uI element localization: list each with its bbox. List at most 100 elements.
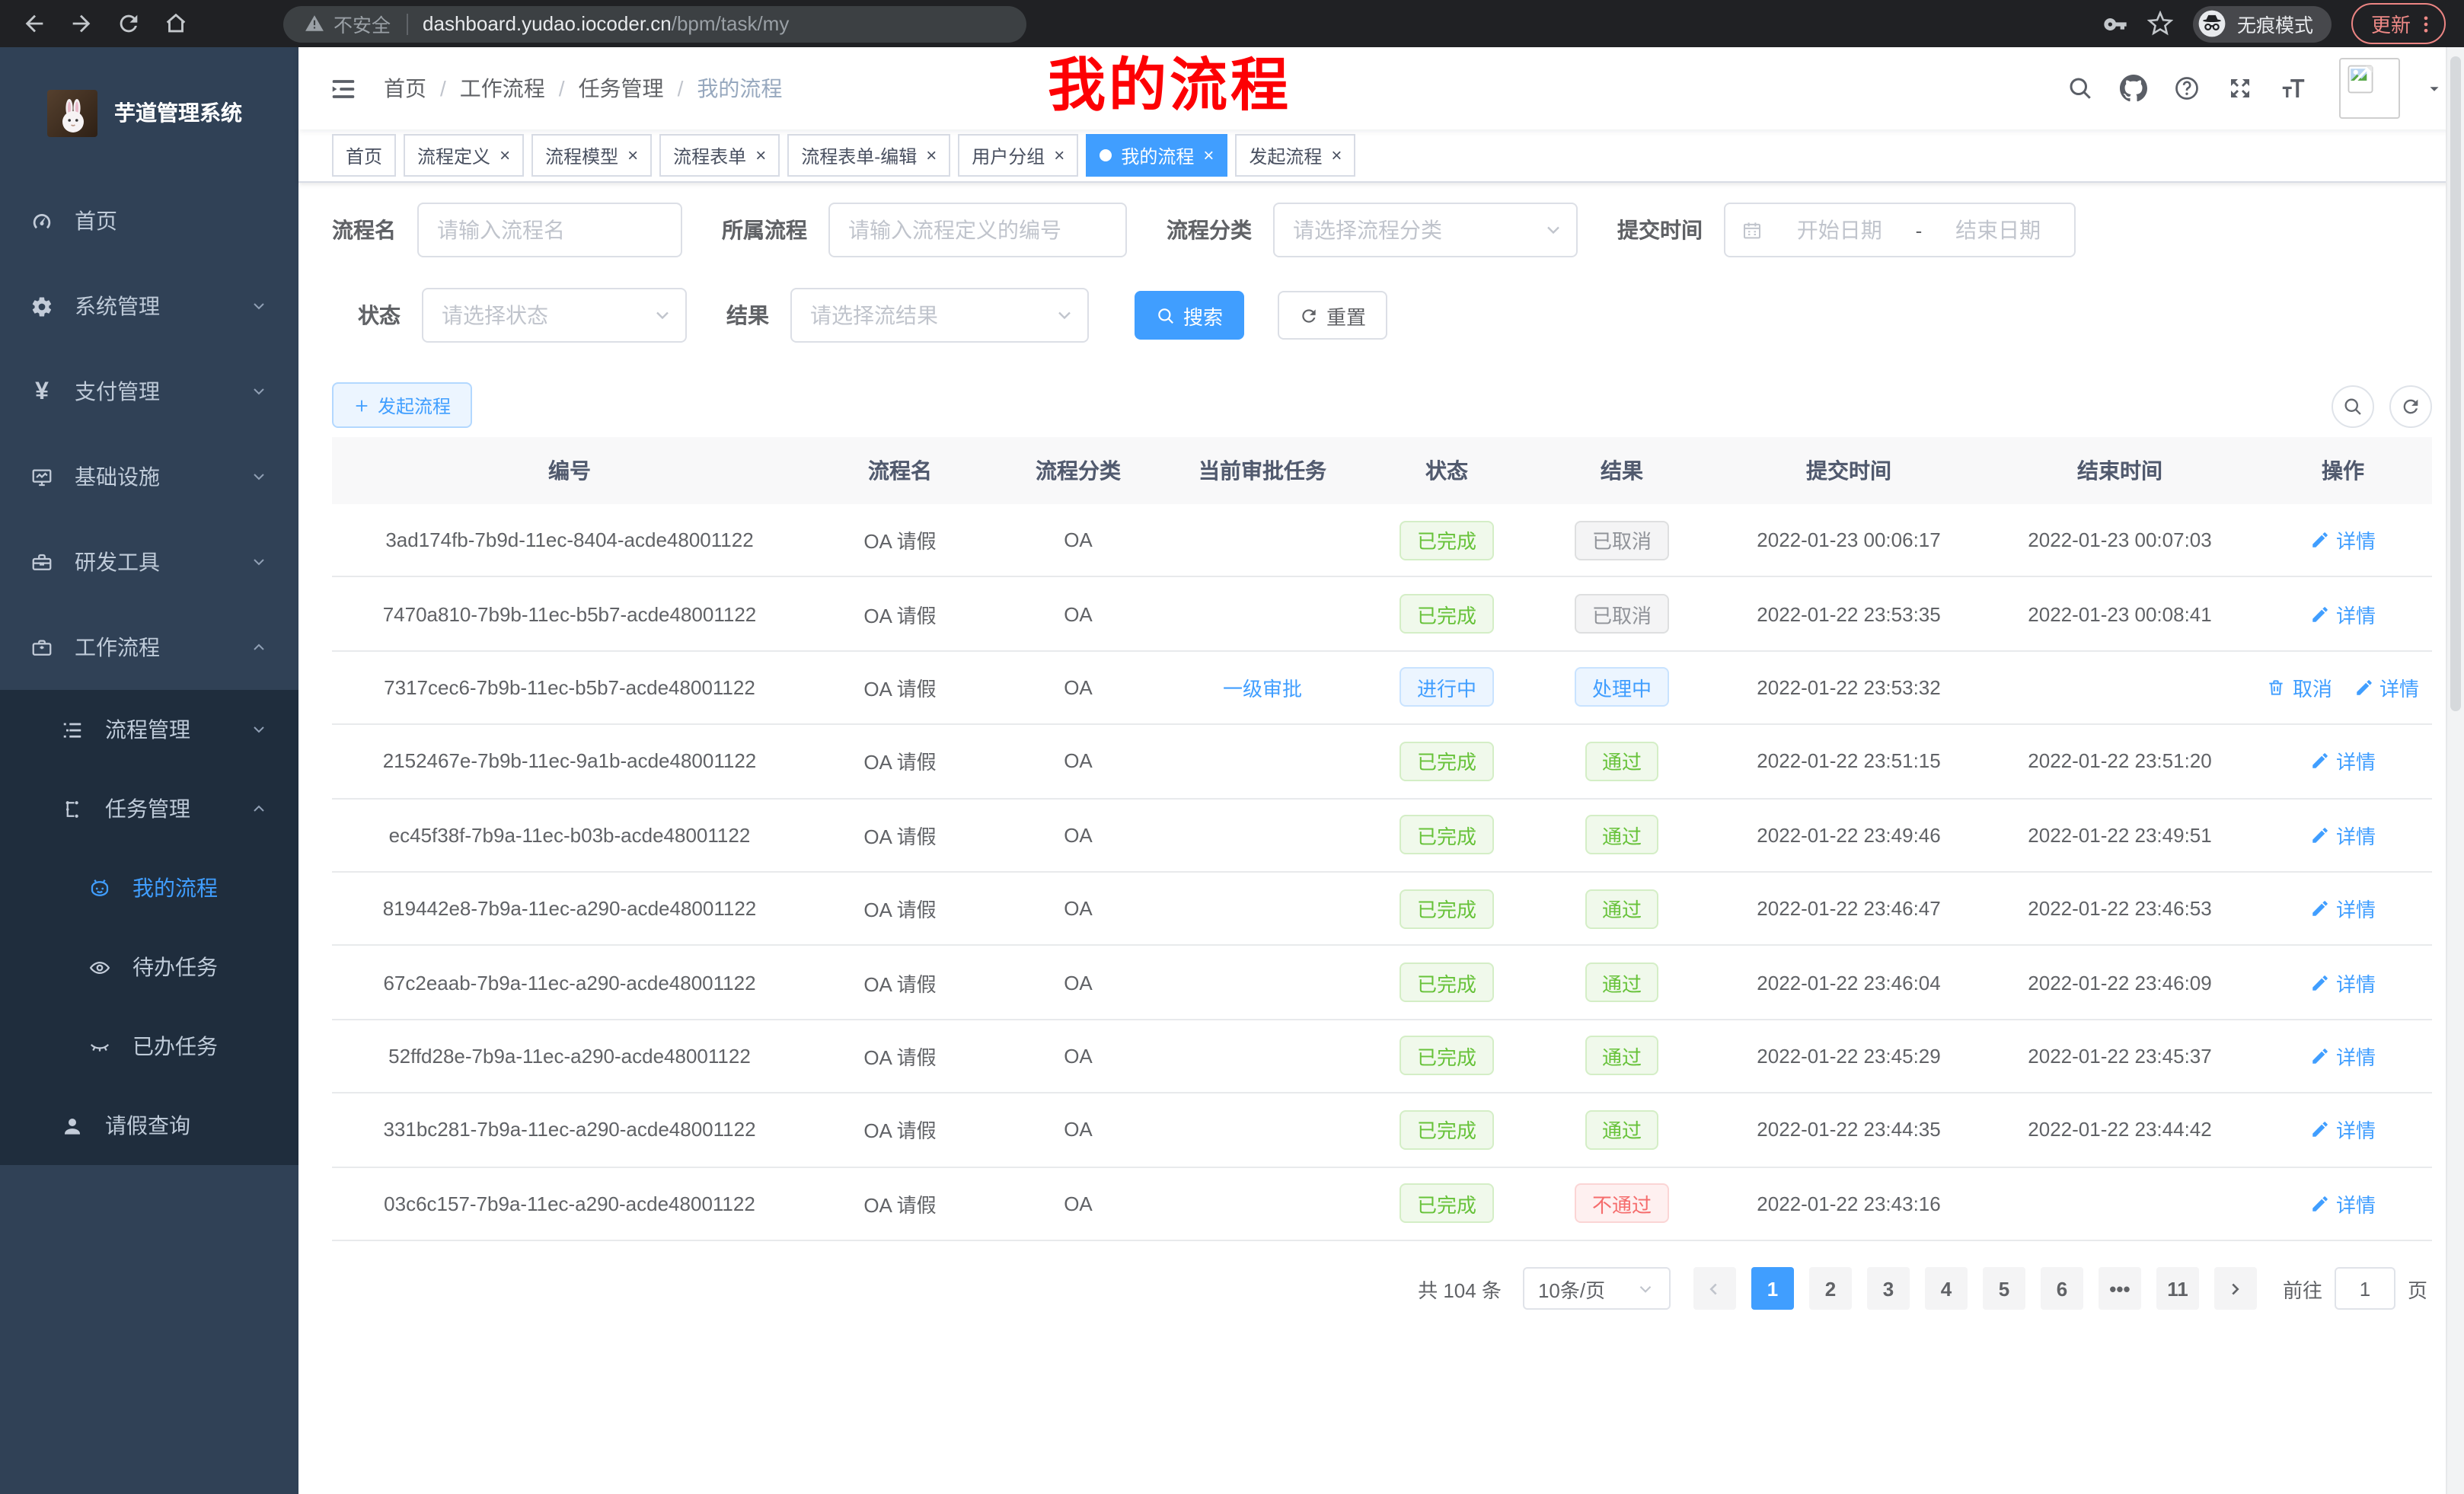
page-size-select[interactable]: 10条/页 [1522, 1267, 1671, 1310]
toggle-search-button[interactable] [2332, 385, 2374, 428]
question-icon[interactable] [2173, 75, 2201, 102]
sidebar-item-system[interactable]: 系统管理 [0, 263, 298, 349]
detail-action-button[interactable]: 详情 [2310, 1042, 2376, 1071]
task-link[interactable]: 一级审批 [1222, 677, 1302, 701]
sidebar-item-infrastructure[interactable]: 基础设施 [0, 434, 298, 519]
github-icon[interactable] [2120, 75, 2147, 102]
detail-action-button[interactable]: 详情 [2310, 525, 2376, 554]
caret-down-icon[interactable] [2426, 80, 2443, 97]
sidebar-item-done-tasks[interactable]: 已办任务 [0, 1007, 298, 1086]
detail-action-button[interactable]: 详情 [2310, 599, 2376, 628]
breadcrumb-workflow[interactable]: 工作流程 [459, 76, 545, 101]
forward-icon[interactable] [69, 11, 94, 37]
sidebar-item-workflow[interactable]: 工作流程 [0, 605, 298, 690]
font-size-icon[interactable] [2280, 75, 2307, 102]
yen-icon: ¥ [35, 378, 49, 404]
search-button[interactable]: 搜索 [1135, 291, 1245, 340]
page-button-3[interactable]: 3 [1866, 1267, 1910, 1310]
tab-start-process[interactable]: 发起流程 × [1235, 134, 1356, 177]
process-name-input[interactable] [419, 218, 681, 242]
tab-process-form[interactable]: 流程表单 × [659, 134, 780, 177]
close-icon[interactable]: × [627, 145, 639, 166]
back-icon[interactable] [21, 11, 47, 37]
close-icon[interactable]: × [926, 145, 937, 166]
cell-end-time: 2022-01-22 23:46:53 [2028, 897, 2212, 921]
tab-my-process[interactable]: 我的流程 × [1086, 134, 1228, 177]
window-scrollbar[interactable] [2446, 47, 2464, 1494]
page-button-6[interactable]: 6 [2040, 1267, 2083, 1310]
tab-user-group[interactable]: 用户分组 × [958, 134, 1079, 177]
status-select-input[interactable] [423, 303, 685, 327]
sidebar-item-payment[interactable]: ¥ 支付管理 [0, 349, 298, 434]
parent-process-input[interactable] [830, 218, 1125, 242]
reload-icon[interactable] [116, 11, 142, 37]
robot-icon [88, 876, 111, 899]
address-bar[interactable]: 不安全 dashboard.yudao.iocoder.cn/bpm/task/… [283, 5, 1026, 42]
sidebar-item-devtools[interactable]: 研发工具 [0, 519, 298, 605]
prev-page-button[interactable] [1693, 1267, 1736, 1310]
search-icon[interactable] [2067, 75, 2094, 102]
close-icon[interactable]: × [500, 145, 511, 166]
sidebar-item-my-process[interactable]: 我的流程 [0, 848, 298, 927]
close-icon[interactable]: × [1331, 145, 1342, 166]
result-select-input[interactable] [792, 303, 1087, 327]
cancel-action-button[interactable]: 取消 [2267, 673, 2332, 702]
app-logo[interactable]: 芋道管理系统 [0, 47, 298, 178]
key-icon[interactable] [2103, 11, 2127, 36]
status-select[interactable] [422, 288, 687, 343]
tab-process-definition[interactable]: 流程定义 × [404, 134, 525, 177]
detail-action-button[interactable]: 详情 [2310, 747, 2376, 776]
sidebar-item-home[interactable]: 首页 [0, 178, 298, 263]
page-button-2[interactable]: 2 [1808, 1267, 1852, 1310]
category-select-input[interactable] [1275, 218, 1576, 242]
tab-process-model[interactable]: 流程模型 × [531, 134, 653, 177]
refresh-table-button[interactable] [2389, 385, 2432, 428]
detail-action-button[interactable]: 详情 [2310, 1116, 2376, 1144]
detail-action-button[interactable]: 详情 [2310, 894, 2376, 923]
star-icon[interactable] [2146, 11, 2173, 37]
navbar-right [2067, 58, 2464, 119]
detail-action-button[interactable]: 详情 [2310, 1189, 2376, 1218]
tab-process-form-edit[interactable]: 流程表单-编辑 × [787, 134, 951, 177]
sidebar-item-process-mgmt[interactable]: 流程管理 [0, 690, 298, 769]
page-ellipsis[interactable]: ••• [2098, 1267, 2141, 1310]
tab-label: 我的流程 [1121, 145, 1195, 167]
breadcrumb-task-mgmt[interactable]: 任务管理 [578, 76, 664, 101]
process-table: 编号 流程名 流程分类 当前审批任务 状态 结果 提交时间 结束时间 操作 3ad174fb-7… [332, 437, 2432, 1241]
page-button-4[interactable]: 4 [1924, 1267, 1968, 1310]
warning-icon[interactable] [305, 14, 324, 34]
goto-page-input[interactable] [2334, 1267, 2395, 1310]
category-select[interactable] [1273, 203, 1578, 257]
detail-action-button[interactable]: 详情 [2354, 673, 2419, 702]
next-page-button[interactable] [2213, 1267, 2257, 1310]
hamburger-icon[interactable] [329, 74, 358, 103]
scrollbar-thumb[interactable] [2450, 56, 2461, 711]
page-button-5[interactable]: 5 [1982, 1267, 2025, 1310]
chevron-down-icon [652, 305, 673, 326]
result-select[interactable] [790, 288, 1089, 343]
close-icon[interactable]: × [755, 145, 767, 166]
end-date-input[interactable] [1922, 218, 2074, 242]
page-button-1[interactable]: 1 [1751, 1267, 1794, 1310]
close-icon[interactable]: × [1054, 145, 1065, 166]
detail-action-button[interactable]: 详情 [2310, 968, 2376, 997]
submit-time-range[interactable]: - [1724, 203, 2076, 257]
cell-status: 进行中 [1361, 667, 1532, 707]
breadcrumb-home[interactable]: 首页 [384, 76, 426, 101]
avatar[interactable] [2339, 58, 2400, 119]
fullscreen-icon[interactable] [2226, 75, 2254, 102]
reset-button[interactable]: 重置 [1278, 291, 1388, 340]
close-icon[interactable]: × [1203, 145, 1214, 166]
detail-action-button[interactable]: 详情 [2310, 821, 2376, 850]
home-icon[interactable] [163, 11, 189, 37]
update-button[interactable]: 更新 [2351, 3, 2446, 44]
sidebar-item-leave-query[interactable]: 请假查询 [0, 1086, 298, 1165]
sidebar-item-task-mgmt[interactable]: 任务管理 [0, 769, 298, 848]
tab-home[interactable]: 首页 [332, 134, 397, 177]
sidebar-item-todo-tasks[interactable]: 待办任务 [0, 927, 298, 1007]
start-date-input[interactable] [1763, 218, 1916, 242]
page-button-11[interactable]: 11 [2156, 1267, 2199, 1310]
kebab-menu-icon[interactable] [2415, 13, 2437, 34]
tree-icon [61, 718, 84, 741]
create-process-button[interactable]: 发起流程 [332, 382, 473, 428]
